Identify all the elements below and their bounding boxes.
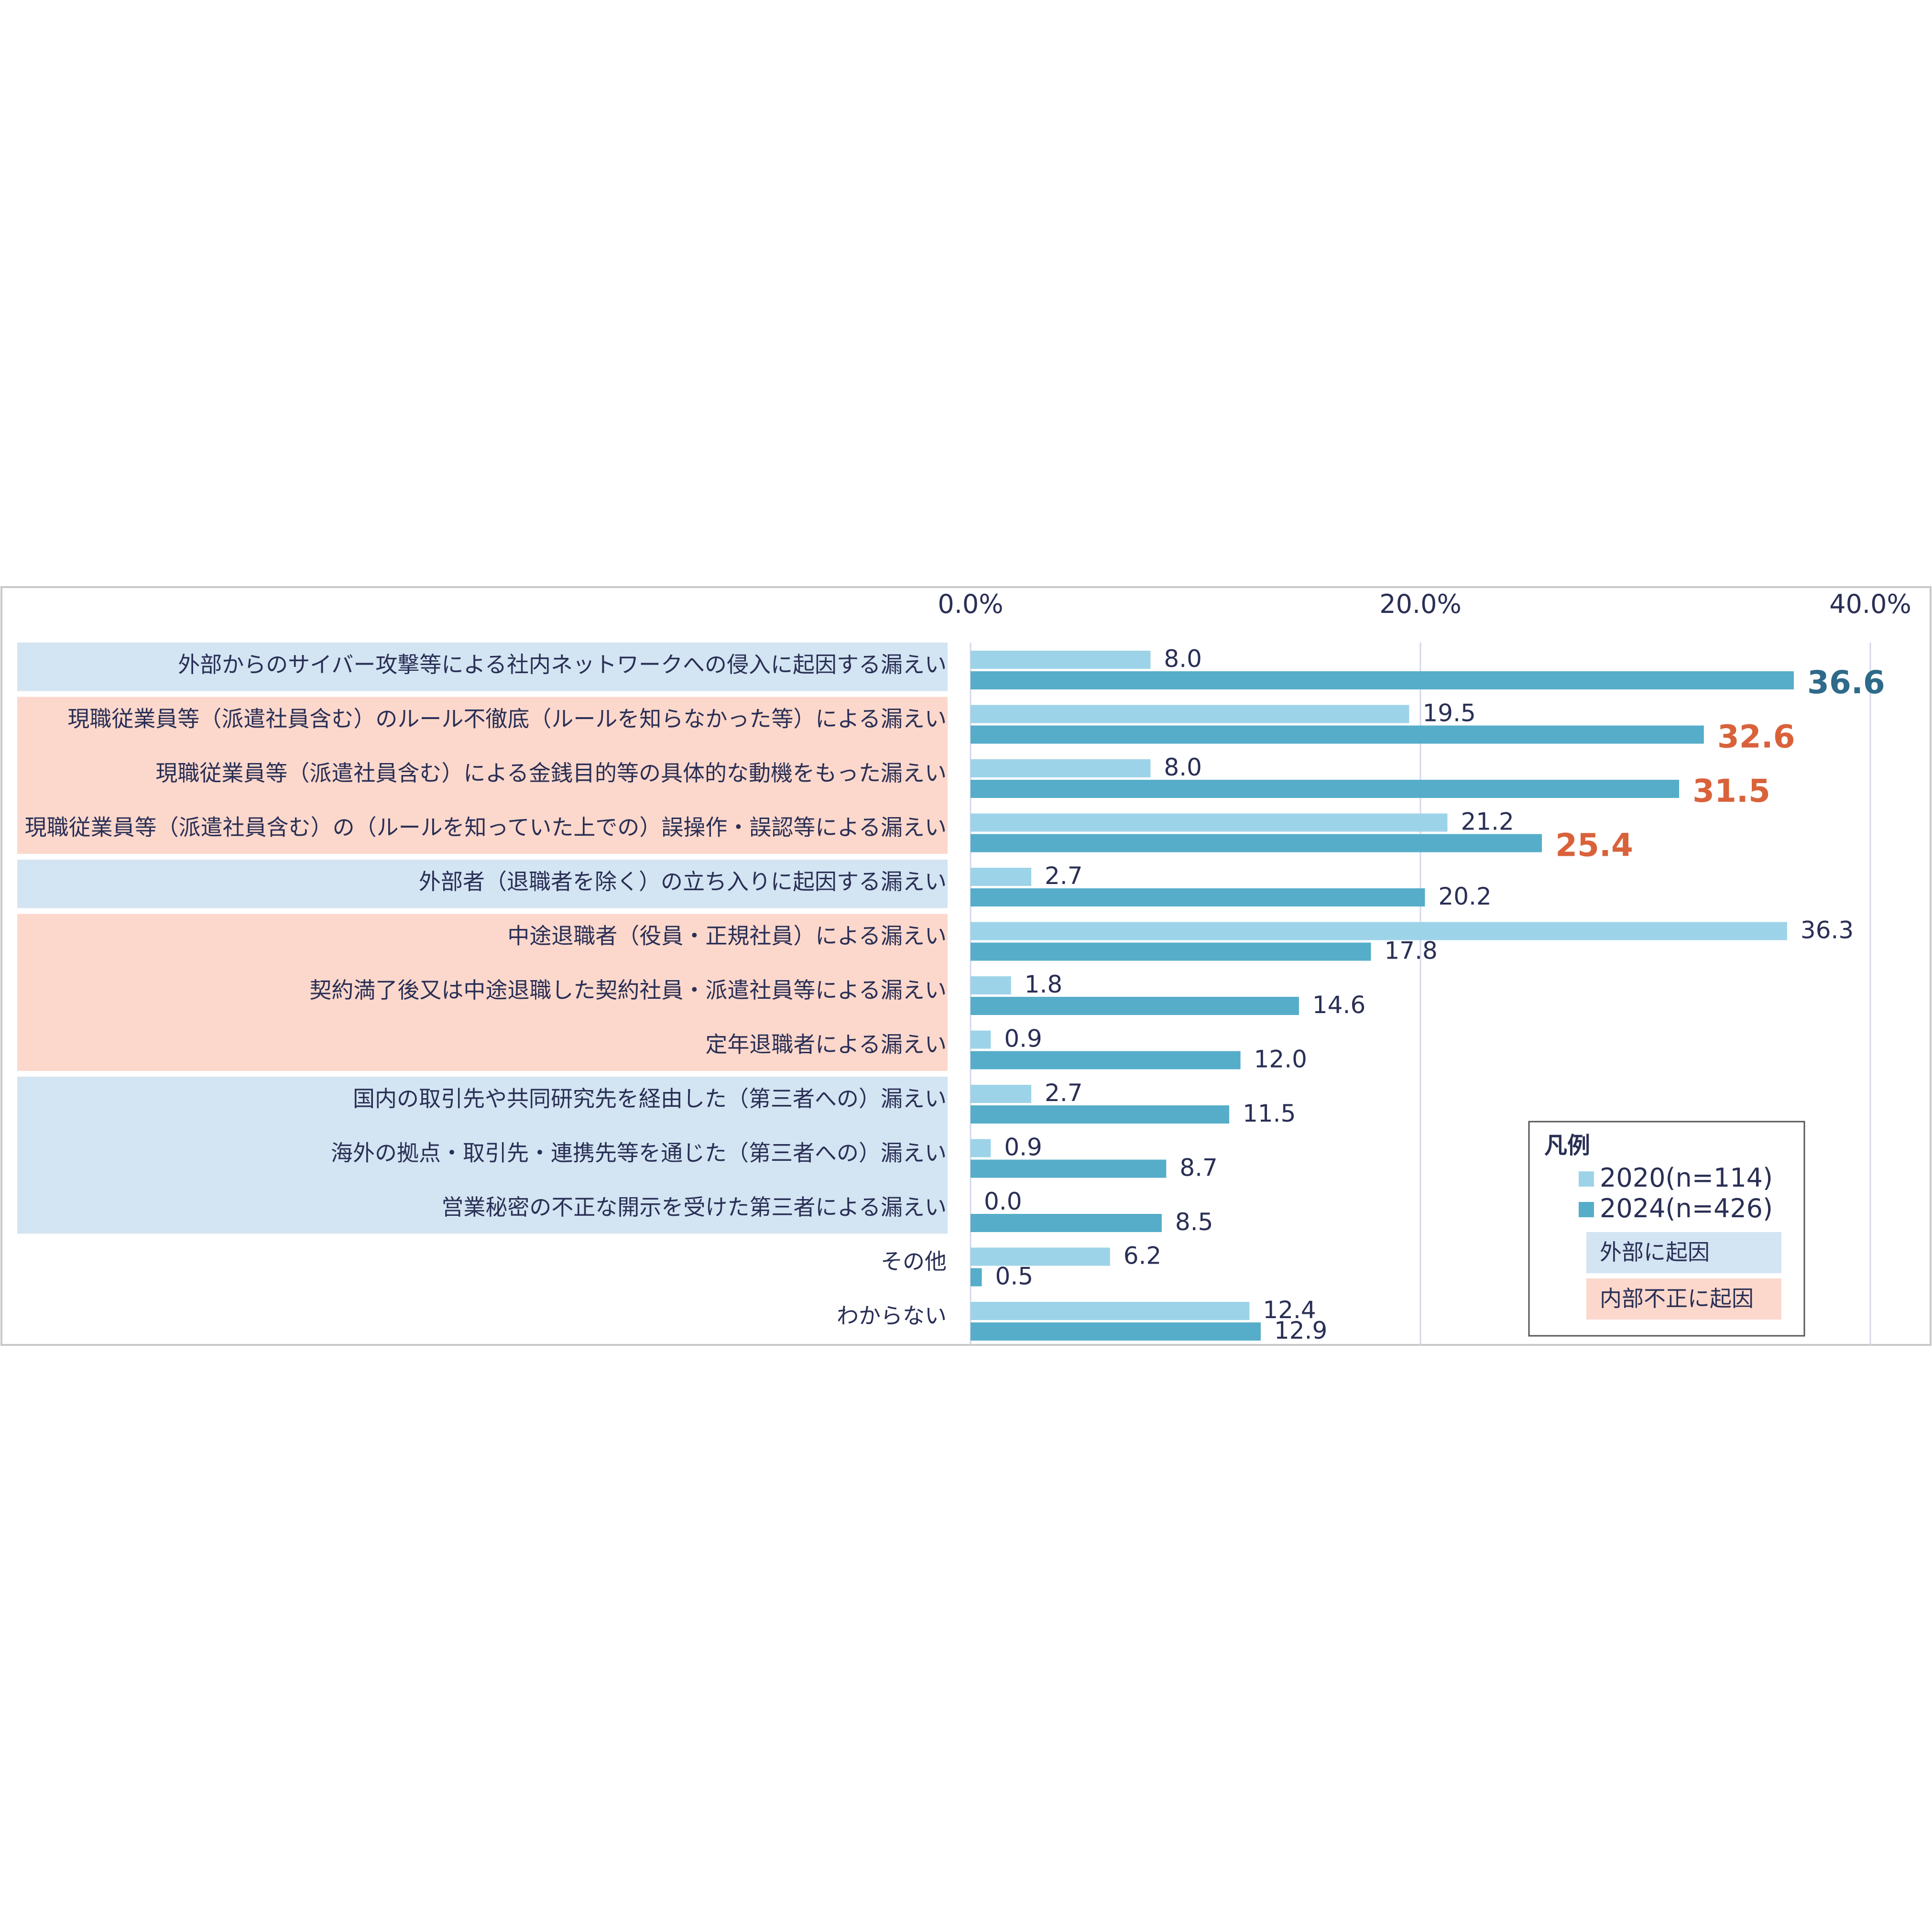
data-label: 12.9 (1274, 1317, 1327, 1344)
category-label: 中途退職者（役員・正規社員）による漏えい (507, 923, 947, 949)
bar-2020 (971, 705, 1409, 723)
bar-2024 (971, 1322, 1261, 1341)
category-label: 契約満了後又は中途退職した契約社員・派遣社員等による漏えい (309, 977, 947, 1003)
bar-2024 (971, 725, 1704, 744)
data-label: 12.4 (1263, 1296, 1316, 1324)
data-label: 0.9 (1004, 1134, 1042, 1161)
bar-2024 (971, 1268, 982, 1287)
bars (971, 651, 1794, 1341)
bar-2020 (971, 813, 1448, 832)
data-label: 0.0 (984, 1188, 1022, 1215)
bar-2024 (971, 1214, 1162, 1232)
legend-title: 凡例 (1544, 1132, 1590, 1159)
bar-2024 (971, 1105, 1230, 1124)
legend-swatch-2020 (1579, 1171, 1594, 1187)
legend-group-swatch (1586, 1278, 1781, 1320)
tick-label: 20.0% (1379, 589, 1462, 619)
data-label: 0.9 (1004, 1025, 1042, 1053)
bar-2024 (971, 834, 1542, 852)
data-label: 8.5 (1175, 1208, 1213, 1236)
bar-2024 (971, 1159, 1167, 1178)
data-label: 19.5 (1422, 699, 1475, 727)
category-label: 営業秘密の不正な開示を受けた第三者による漏えい (441, 1194, 947, 1220)
category-label: 外部からのサイバー攻撃等による社内ネットワークへの侵入に起因する漏えい (178, 652, 947, 677)
category-label: 現職従業員等（派遣社員含む）のルール不徹底（ルールを知らなかった等）による漏えい (67, 706, 947, 732)
bar-2020 (971, 1302, 1250, 1320)
data-label: 14.6 (1312, 991, 1365, 1019)
bar-2020 (971, 922, 1787, 940)
data-label: 1.8 (1025, 971, 1063, 998)
legend-group-swatch (1586, 1232, 1781, 1273)
data-label: 36.3 (1801, 917, 1854, 944)
bar-2020 (971, 759, 1151, 777)
category-label: 定年退職者による漏えい (705, 1032, 947, 1058)
category-bands (17, 643, 948, 1234)
legend-label: 2020(n=114) (1600, 1163, 1773, 1193)
bar-2020 (971, 651, 1151, 669)
data-label: 17.8 (1384, 937, 1437, 965)
bar-2020 (971, 1139, 991, 1157)
tick-label: 40.0% (1829, 589, 1911, 619)
bar-2024 (971, 1051, 1241, 1070)
category-label: 外部者（退職者を除く）の立ち入りに起因する漏えい (419, 869, 947, 895)
category-labels: 外部からのサイバー攻撃等による社内ネットワークへの侵入に起因する漏えい現職従業員… (25, 652, 947, 1329)
category-label: 国内の取引先や共同研究先を経由した（第三者への）漏えい (353, 1086, 947, 1112)
tick-labels: 0.0% 20.0% 40.0% (938, 589, 1911, 619)
group-band-external (17, 643, 948, 691)
data-label: 36.6 (1807, 664, 1885, 701)
category-label: 現職従業員等（派遣社員含む）の（ルールを知っていた上での）誤操作・誤認等による漏… (25, 815, 947, 840)
data-label: 11.5 (1243, 1100, 1296, 1127)
bar-2020 (971, 1030, 991, 1049)
data-label: 8.0 (1164, 753, 1202, 781)
bar-2020 (971, 976, 1011, 994)
data-label: 20.2 (1438, 883, 1491, 910)
data-label: 0.5 (995, 1263, 1034, 1290)
data-label: 32.6 (1717, 719, 1795, 755)
tick-label: 0.0% (938, 589, 1003, 619)
data-label: 31.5 (1692, 773, 1770, 809)
data-label: 21.2 (1461, 808, 1514, 836)
legend-group-label: 外部に起因 (1600, 1239, 1710, 1265)
value-labels: 8.019.58.021.22.736.31.80.92.70.90.06.21… (984, 645, 1885, 1344)
data-label: 8.0 (1164, 645, 1202, 673)
bar-2024 (971, 888, 1425, 906)
bar-2020 (971, 868, 1032, 886)
data-label: 2.7 (1045, 862, 1083, 890)
group-band-internal (17, 914, 948, 1071)
group-band-external (17, 1077, 948, 1234)
data-label: 8.7 (1179, 1154, 1218, 1182)
bar-2024 (971, 780, 1680, 798)
category-label: わからない (837, 1303, 947, 1329)
bar-2020 (971, 1085, 1032, 1103)
bar-2024 (971, 942, 1371, 961)
bar-2024 (971, 997, 1299, 1015)
group-band-external (17, 860, 948, 908)
category-label: 現職従業員等（派遣社員含む）による金銭目的等の具体的な動機をもった漏えい (155, 760, 947, 786)
bar-2020 (971, 1247, 1110, 1266)
legend-group-label: 内部不正に起因 (1600, 1286, 1754, 1311)
data-label: 25.4 (1555, 827, 1633, 864)
legend-swatch-2024 (1579, 1202, 1594, 1217)
data-label: 2.7 (1045, 1079, 1083, 1107)
category-label: その他 (881, 1249, 947, 1275)
data-label: 6.2 (1124, 1242, 1162, 1270)
category-label: 海外の拠点・取引先・連携先等を通じた（第三者への）漏えい (331, 1140, 947, 1166)
legend-label: 2024(n=426) (1600, 1193, 1773, 1223)
bar-2024 (971, 671, 1794, 689)
data-label: 12.0 (1254, 1046, 1307, 1073)
group-band-internal (17, 697, 948, 854)
